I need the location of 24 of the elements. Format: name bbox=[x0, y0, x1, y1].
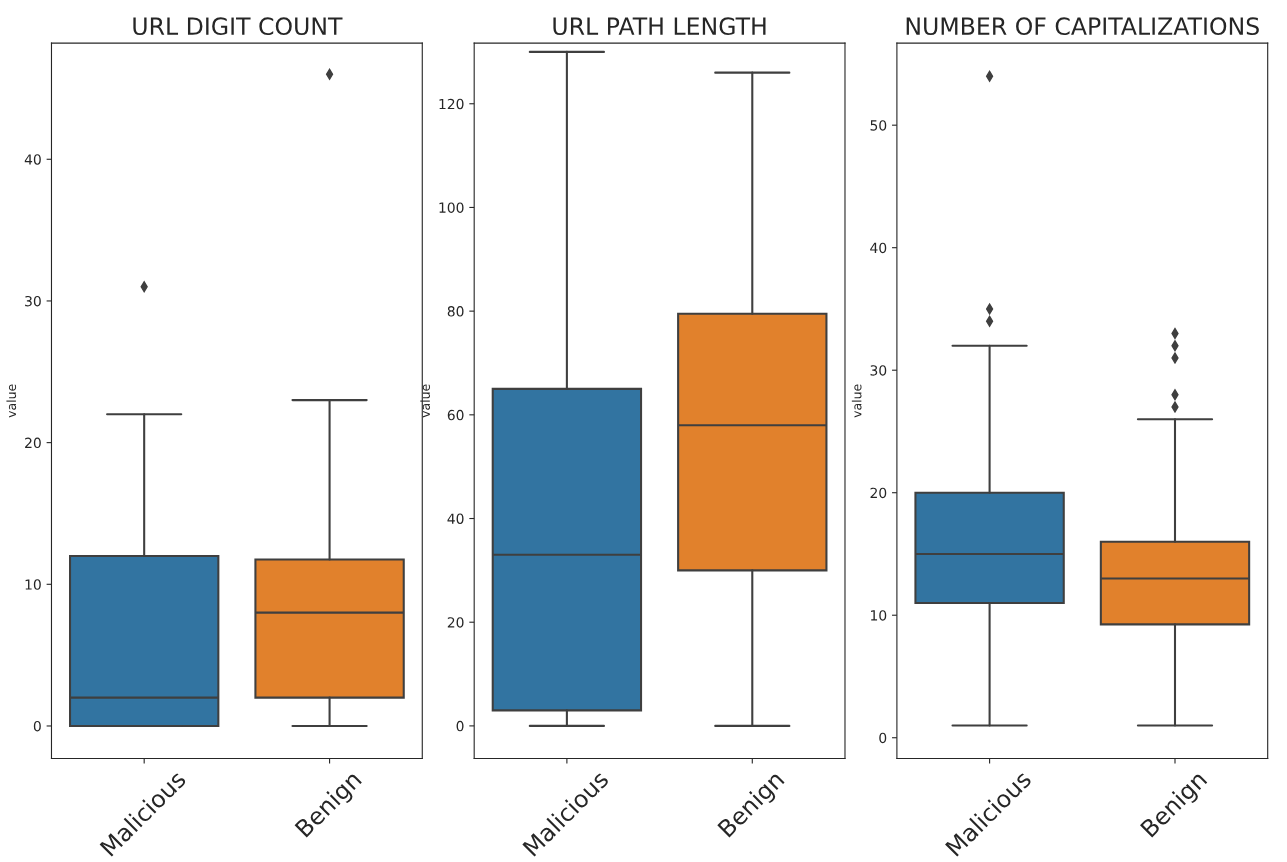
y-tick-label: 30 bbox=[25, 295, 41, 307]
y-tick-label: 20 bbox=[25, 437, 41, 449]
y-tick-label: 0 bbox=[879, 732, 887, 744]
chart-title: URL DIGIT COUNT bbox=[133, 17, 343, 36]
y-tick-label: 0 bbox=[456, 720, 464, 732]
y-axis-title: value bbox=[851, 384, 862, 418]
y-axis-title: value bbox=[420, 384, 430, 418]
y-tick-label: 10 bbox=[871, 610, 887, 621]
y-tick-label: 100 bbox=[439, 202, 464, 213]
y-tick-label: 20 bbox=[870, 487, 887, 499]
chart-title: URL PATH LENGTH bbox=[553, 17, 766, 36]
y-tick-label: 40 bbox=[447, 513, 464, 524]
y-tick-label: 60 bbox=[447, 409, 464, 421]
y-axis-title: value bbox=[6, 384, 17, 418]
y-tick-label: 0 bbox=[33, 720, 41, 732]
y-tick-label: 20 bbox=[447, 617, 464, 628]
y-tick-label: 30 bbox=[870, 365, 887, 376]
y-tick-label: 40 bbox=[870, 242, 887, 254]
y-tick-label: 10 bbox=[25, 579, 41, 590]
y-tick-label: 40 bbox=[24, 154, 41, 165]
y-tick-label: 50 bbox=[870, 120, 887, 131]
y-tick-label: 120 bbox=[439, 98, 464, 110]
y-tick-label: 80 bbox=[447, 306, 464, 317]
chart-title: NUMBER OF CAPITALIZATIONS bbox=[906, 17, 1259, 36]
